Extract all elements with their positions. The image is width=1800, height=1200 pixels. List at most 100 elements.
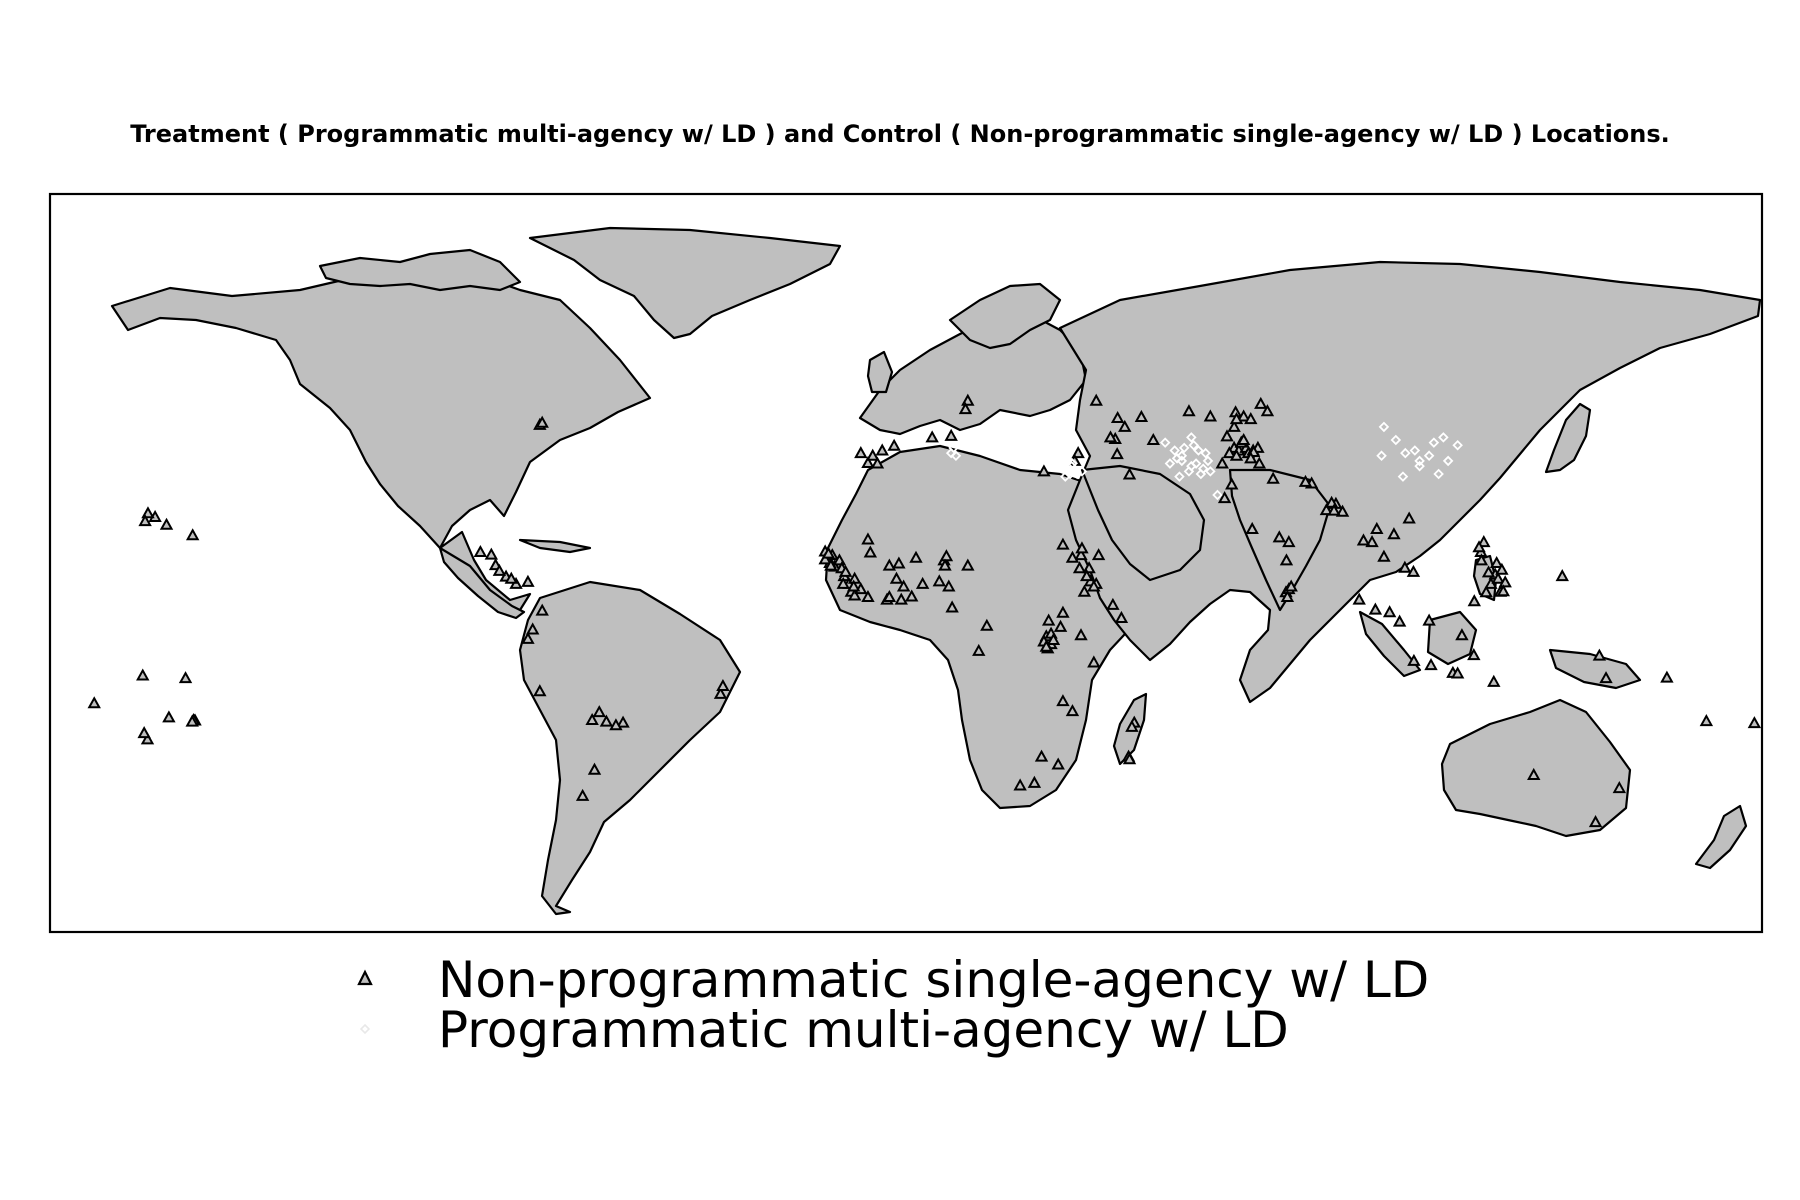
control-location-marker [1034, 749, 1049, 762]
control-location-marker [1612, 781, 1627, 794]
map-title: Treatment ( Programmatic multi-agency w/… [130, 120, 1670, 148]
control-location-marker [932, 574, 946, 587]
legend-label-treatment: Programmatic multi-agency w/ LD [438, 1001, 1289, 1059]
control-location-marker [87, 696, 101, 709]
control-location-marker [1065, 704, 1080, 717]
treatment-location-marker [1064, 468, 1076, 480]
treatment-location-marker [1195, 468, 1207, 480]
control-location-marker [585, 712, 599, 726]
control-location-marker [1146, 432, 1160, 445]
control-location-marker [1182, 404, 1196, 417]
control-location-marker [861, 532, 875, 545]
control-location-marker [1282, 535, 1296, 548]
control-location-marker [882, 558, 897, 571]
land-scandinavia [948, 282, 1062, 350]
treatment-location-marker [1190, 458, 1202, 469]
control-location-marker [1272, 530, 1287, 543]
control-location-marker [1481, 565, 1496, 578]
control-location-marker [863, 545, 878, 558]
control-location-marker [1041, 613, 1056, 626]
control-location-marker [939, 549, 954, 562]
control-location-marker [1356, 533, 1371, 546]
control-location-marker [1056, 694, 1070, 707]
control-location-marker [137, 726, 151, 739]
treatment-location-marker [1174, 471, 1185, 482]
control-location-marker [1089, 393, 1103, 406]
control-location-marker [1498, 575, 1512, 588]
control-location-marker [1074, 628, 1088, 641]
treatment-location-marker [1423, 450, 1435, 461]
control-location-marker [535, 415, 549, 428]
treatment-location-marker [1176, 450, 1188, 461]
control-location-marker [1244, 412, 1258, 425]
control-location-marker [1080, 569, 1094, 582]
map-frame [48, 192, 1764, 934]
control-location-marker [1215, 456, 1229, 469]
control-location-marker [1220, 429, 1234, 442]
control-location-marker [1450, 666, 1465, 679]
control-location-marker [1236, 409, 1251, 422]
control-location-marker [1555, 569, 1569, 582]
land-central-america [438, 546, 526, 620]
control-location-marker [1266, 471, 1280, 484]
control-location-marker [925, 430, 939, 443]
control-location-marker [1072, 561, 1087, 574]
control-location-marker [854, 446, 868, 459]
control-location-marker [861, 589, 875, 603]
control-location-marker [1053, 619, 1068, 632]
control-location-marker [824, 558, 838, 571]
land-australia [1440, 698, 1632, 838]
control-location-marker [159, 517, 174, 530]
treatment-location-marker [1159, 437, 1171, 448]
treatment-location-marker [950, 450, 962, 461]
control-location-marker [185, 714, 199, 727]
control-location-marker [1260, 404, 1275, 417]
treatment-location-marker [1205, 466, 1216, 477]
treatment-location-marker [1414, 455, 1425, 467]
control-location-marker [473, 544, 488, 558]
control-location-marker [1527, 767, 1541, 780]
land-sumatra [1358, 610, 1422, 678]
control-location-marker [905, 589, 919, 602]
control-location-marker [1056, 537, 1070, 550]
control-location-marker [1046, 632, 1061, 645]
treatment-location-marker [1428, 437, 1440, 448]
control-location-marker [1229, 412, 1244, 425]
control-location-marker [1495, 562, 1509, 575]
treatment-location-marker [1193, 445, 1204, 456]
diamond-marker-icon [359, 1023, 371, 1035]
control-location-marker [1477, 535, 1491, 548]
control-location-marker [525, 622, 540, 635]
treatment-location-marker [1186, 460, 1197, 472]
control-location-marker [961, 558, 975, 571]
control-location-marker [980, 618, 994, 631]
control-location-marker [972, 643, 986, 656]
treatment-location-marker [1171, 453, 1183, 464]
treatment-location-marker [1397, 471, 1409, 482]
land-north-america [110, 270, 652, 612]
control-location-marker [1365, 535, 1379, 548]
treatment-location-marker [1178, 442, 1190, 454]
control-location-marker [1051, 757, 1065, 770]
control-location-marker [1489, 555, 1504, 568]
control-location-marker [1487, 674, 1501, 687]
control-location-marker [896, 579, 911, 592]
control-location-marker [1217, 491, 1232, 504]
control-location-marker [866, 448, 880, 461]
treatment-location-marker [1169, 445, 1180, 456]
control-location-marker [1087, 579, 1101, 592]
treatment-location-marker [1057, 463, 1069, 475]
control-locations [87, 393, 1762, 828]
control-location-marker [492, 563, 507, 576]
control-location-marker [1588, 815, 1603, 828]
control-location-marker [592, 705, 606, 718]
treatment-location-marker [1452, 439, 1463, 451]
control-location-marker [945, 600, 959, 613]
control-location-marker [1244, 451, 1258, 464]
control-location-marker [875, 443, 889, 456]
control-location-marker [1225, 477, 1239, 490]
control-location-marker [1467, 594, 1481, 607]
control-location-marker [713, 686, 728, 699]
triangle-marker-icon [357, 969, 373, 986]
control-location-marker [870, 456, 885, 469]
